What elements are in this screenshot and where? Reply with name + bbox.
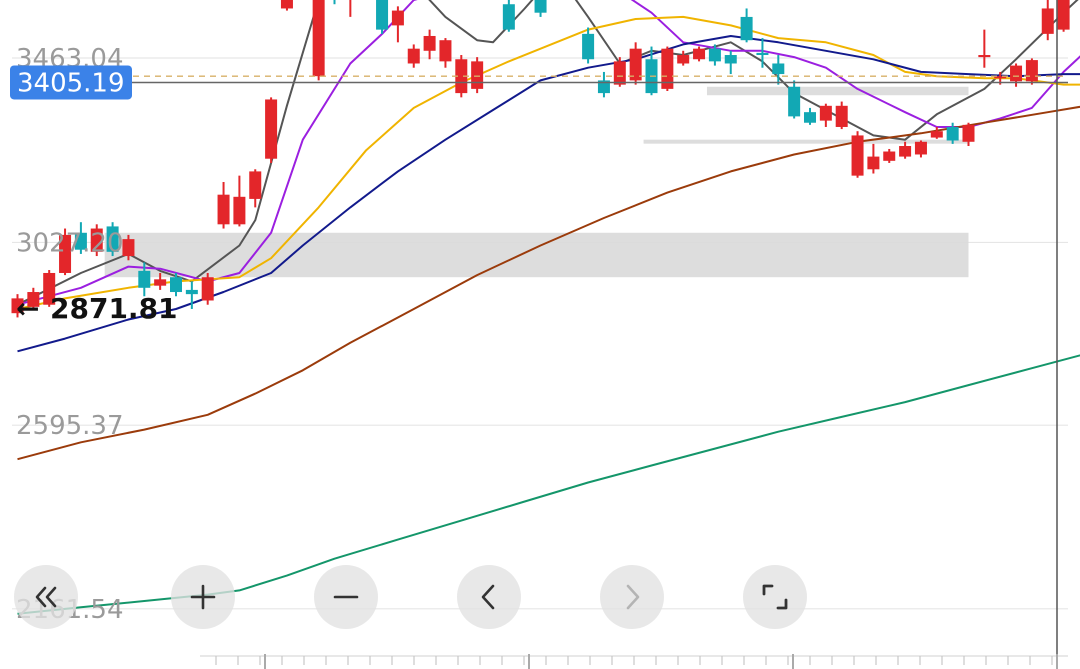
candle — [978, 29, 991, 68]
price-zone — [104, 232, 969, 278]
candle — [724, 50, 737, 75]
candle — [1041, 0, 1054, 41]
candle — [756, 38, 769, 68]
candle — [74, 222, 87, 254]
zoom-out-button[interactable] — [314, 565, 378, 629]
candle — [90, 224, 103, 257]
candle — [471, 57, 484, 94]
moving-average-line — [17, 15, 1080, 310]
candle — [185, 281, 198, 309]
double-chevron-left-icon — [35, 586, 57, 608]
candle — [170, 272, 182, 297]
candle — [677, 50, 690, 66]
candle — [582, 27, 595, 64]
candle — [249, 169, 262, 208]
candle — [349, 0, 352, 17]
scroll-to-start-button[interactable] — [14, 565, 78, 629]
candle — [772, 55, 785, 85]
minus-icon — [333, 595, 359, 599]
candle — [154, 272, 167, 290]
candle — [439, 38, 452, 68]
candle — [819, 103, 832, 127]
candle — [407, 44, 420, 68]
candle — [138, 262, 151, 297]
candle — [597, 71, 610, 98]
scroll-left-button[interactable] — [457, 565, 521, 629]
fullscreen-corners-icon — [762, 584, 788, 610]
low-price-label: 2871.81 — [50, 292, 178, 325]
candle — [59, 228, 72, 276]
candle — [502, 0, 515, 32]
candle — [851, 131, 864, 178]
candle — [899, 141, 912, 159]
candle — [455, 55, 468, 98]
candle — [835, 101, 848, 130]
candle — [27, 287, 40, 310]
y-tick-label: 2595.37 — [16, 411, 124, 441]
candle — [376, 0, 389, 34]
current-price-tag: 3405.19 — [10, 65, 132, 100]
candle — [962, 122, 975, 147]
candle — [312, 0, 325, 81]
candle — [265, 97, 278, 163]
chevron-left-icon — [481, 584, 495, 610]
zoom-in-button[interactable] — [171, 565, 235, 629]
candle — [883, 148, 896, 163]
low-price-marker: ← 2871.81 — [16, 292, 178, 325]
candle — [693, 46, 706, 62]
moving-average-line — [17, 0, 1080, 306]
candle — [740, 8, 753, 43]
candle — [534, 0, 547, 17]
scroll-right-button[interactable] — [600, 565, 664, 629]
chevron-right-icon — [626, 584, 640, 610]
candle — [423, 29, 436, 60]
candle — [708, 44, 721, 66]
candle — [106, 222, 119, 257]
candle — [1057, 0, 1070, 32]
x-axis-ticks — [200, 654, 1068, 669]
candle — [333, 0, 336, 5]
candle — [946, 122, 959, 144]
moving-average-line — [17, 35, 1080, 353]
price-zone — [706, 86, 969, 96]
candle — [280, 0, 293, 11]
candle — [629, 42, 642, 85]
candle — [391, 6, 404, 43]
candle — [930, 126, 943, 139]
candle — [11, 294, 24, 318]
candle — [914, 140, 927, 158]
candle — [201, 272, 214, 305]
moving-average-line — [17, 105, 1080, 461]
candle — [804, 107, 816, 125]
low-marker-arrow: ← — [16, 292, 39, 325]
candle — [867, 143, 880, 174]
candle — [217, 181, 230, 229]
plus-icon — [190, 584, 216, 610]
candle — [43, 270, 56, 307]
candle — [788, 80, 801, 119]
candle — [122, 234, 135, 261]
y-tick-label: 3027.20 — [16, 228, 124, 258]
candle — [1010, 63, 1023, 87]
candle — [1025, 58, 1038, 85]
candle — [661, 46, 674, 91]
price-zone — [643, 139, 969, 144]
moving-average-line — [17, 354, 1080, 615]
candle — [233, 175, 246, 227]
current-price-label: 3405.19 — [17, 68, 125, 98]
fullscreen-button[interactable] — [743, 565, 807, 629]
